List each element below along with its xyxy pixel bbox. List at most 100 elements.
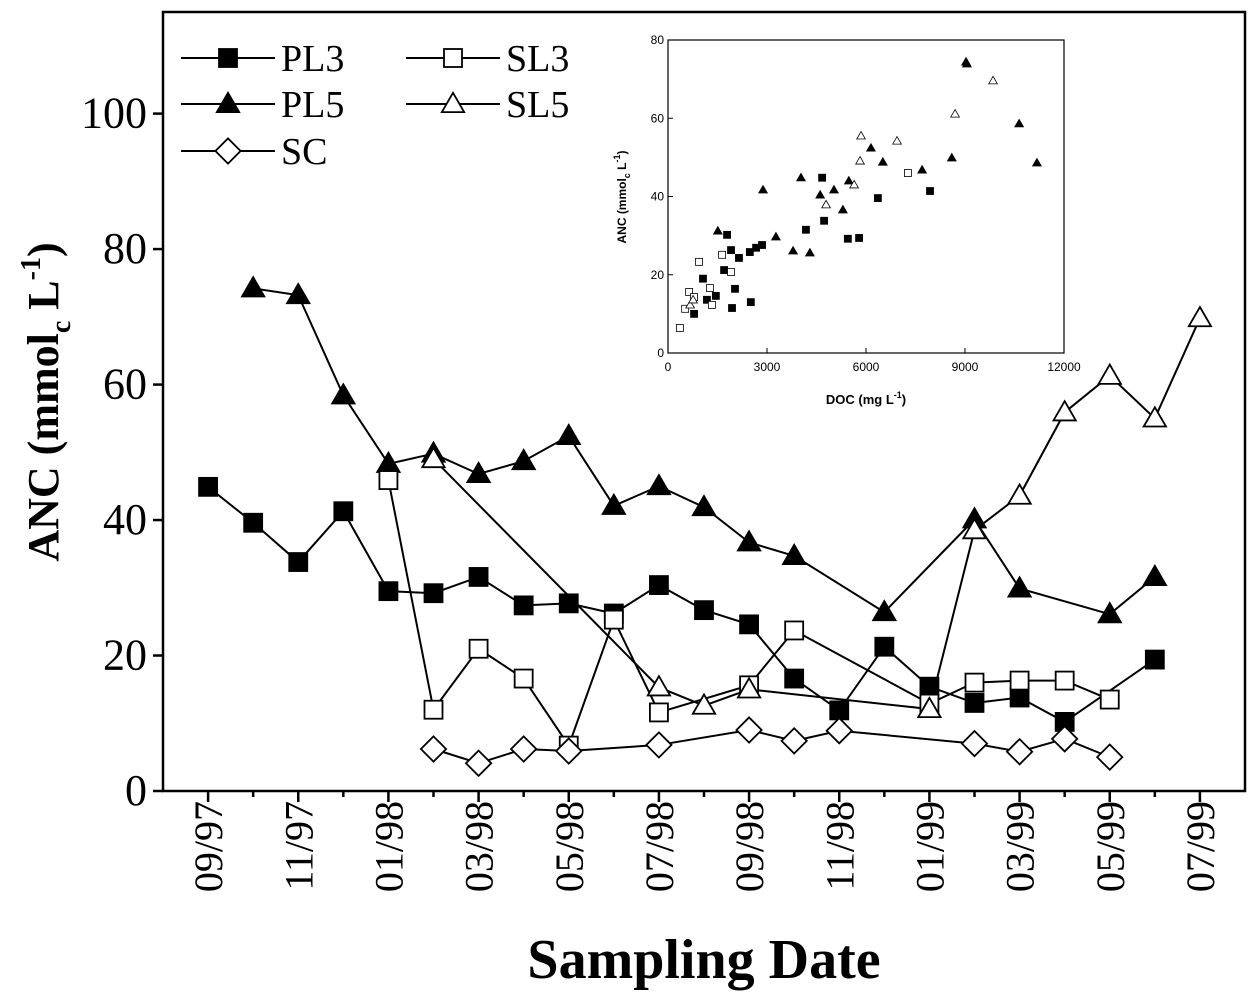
inset-point	[695, 257, 703, 266]
inset-point	[703, 295, 711, 304]
data-point	[285, 282, 311, 305]
inset-point	[731, 284, 739, 293]
inset-point	[711, 291, 720, 300]
inset-point	[699, 274, 707, 283]
data-point	[240, 275, 266, 298]
inset-point	[855, 234, 863, 242]
inset-x-tick-label: 9000	[952, 360, 979, 374]
x-tick-label: 01/99	[907, 801, 952, 892]
inset-point	[843, 175, 854, 185]
y-label-sub: c	[46, 321, 77, 333]
data-point	[1097, 362, 1123, 385]
inset-point	[873, 194, 882, 202]
data-point	[1051, 399, 1078, 422]
data-point	[554, 737, 583, 765]
y-tick-label: 80	[103, 224, 147, 273]
data-point	[1050, 724, 1079, 753]
data-point	[1097, 601, 1123, 624]
inset-point	[685, 299, 696, 309]
inset-x-tick-label: 0	[665, 360, 672, 374]
data-point	[510, 448, 537, 471]
data-point	[735, 716, 763, 744]
y-label-mid: L	[19, 280, 68, 320]
data-point	[198, 476, 218, 497]
inset-point	[961, 58, 973, 68]
legend-label: SC	[281, 131, 327, 173]
x-tick-label: 01/98	[366, 801, 411, 892]
series-line	[432, 317, 1201, 711]
inset-point	[926, 187, 934, 195]
inset-point	[690, 309, 698, 318]
data-point	[871, 599, 898, 622]
inset-x-tick-label: 3000	[754, 360, 781, 374]
inset-frame	[667, 39, 1065, 354]
data-point	[694, 600, 714, 621]
data-point	[1142, 563, 1168, 586]
inset-x-tick-label: 12000	[1047, 360, 1081, 374]
x-tick-label: 11/97	[276, 801, 321, 891]
legend-marker	[218, 48, 238, 68]
data-point	[1005, 737, 1034, 766]
data-point	[825, 716, 854, 745]
legend-label: SL5	[506, 84, 569, 126]
data-point	[691, 692, 717, 715]
inset-point	[745, 248, 754, 256]
inset-y-axis-label: ANC (mmolc L-1)	[612, 150, 632, 243]
inset-x-label-end: )	[902, 392, 906, 407]
data-point	[916, 696, 943, 719]
data-point	[1142, 405, 1168, 428]
inset-point	[856, 130, 867, 140]
inset-point	[950, 108, 961, 118]
inset-y-tick-label: 0	[657, 346, 664, 360]
inset-point	[788, 245, 799, 255]
y-label-text: ANC (mmol	[19, 333, 68, 562]
data-point	[558, 593, 579, 614]
inset-point	[802, 225, 810, 234]
inset-point	[988, 75, 999, 85]
x-tick-label: 07/99	[1178, 801, 1223, 892]
data-point	[739, 614, 759, 635]
inset-point	[820, 216, 828, 225]
inset-point	[837, 204, 848, 214]
data-point	[465, 461, 492, 483]
data-point	[423, 699, 444, 720]
legend-marker	[215, 91, 241, 113]
inset-point	[727, 246, 735, 255]
data-point	[513, 668, 534, 689]
data-point	[691, 494, 717, 517]
data-point	[288, 552, 309, 572]
data-point	[603, 609, 624, 630]
data-point	[646, 473, 672, 496]
data-point	[645, 731, 673, 759]
inset-point	[843, 234, 852, 243]
data-point	[1187, 305, 1213, 328]
data-point	[509, 735, 538, 763]
inset-point	[795, 172, 807, 182]
legend-marker	[214, 137, 242, 165]
inset-point	[877, 156, 888, 166]
data-point	[784, 668, 805, 689]
inset-point	[1031, 157, 1042, 167]
data-point	[468, 567, 489, 587]
data-point	[423, 583, 444, 604]
x-tick-label: 09/97	[186, 801, 231, 892]
x-tick-label: 05/98	[547, 801, 592, 892]
y-tick-label: 100	[81, 89, 147, 138]
x-tick-label: 03/99	[998, 801, 1043, 892]
inset-point	[770, 231, 781, 241]
inset-point	[727, 268, 735, 276]
legend-marker	[440, 91, 466, 113]
legend-marker	[443, 48, 463, 68]
y-tick-label: 20	[103, 631, 147, 680]
inset-point	[1014, 118, 1025, 128]
data-point	[829, 700, 850, 721]
inset-point	[706, 284, 714, 292]
inset-point	[681, 304, 690, 313]
data-point	[556, 423, 582, 446]
data-point	[781, 542, 807, 565]
x-axis-label: Sampling Date	[527, 929, 880, 991]
data-point	[464, 749, 493, 778]
data-point	[378, 581, 399, 602]
legend-label: PL5	[281, 84, 344, 126]
